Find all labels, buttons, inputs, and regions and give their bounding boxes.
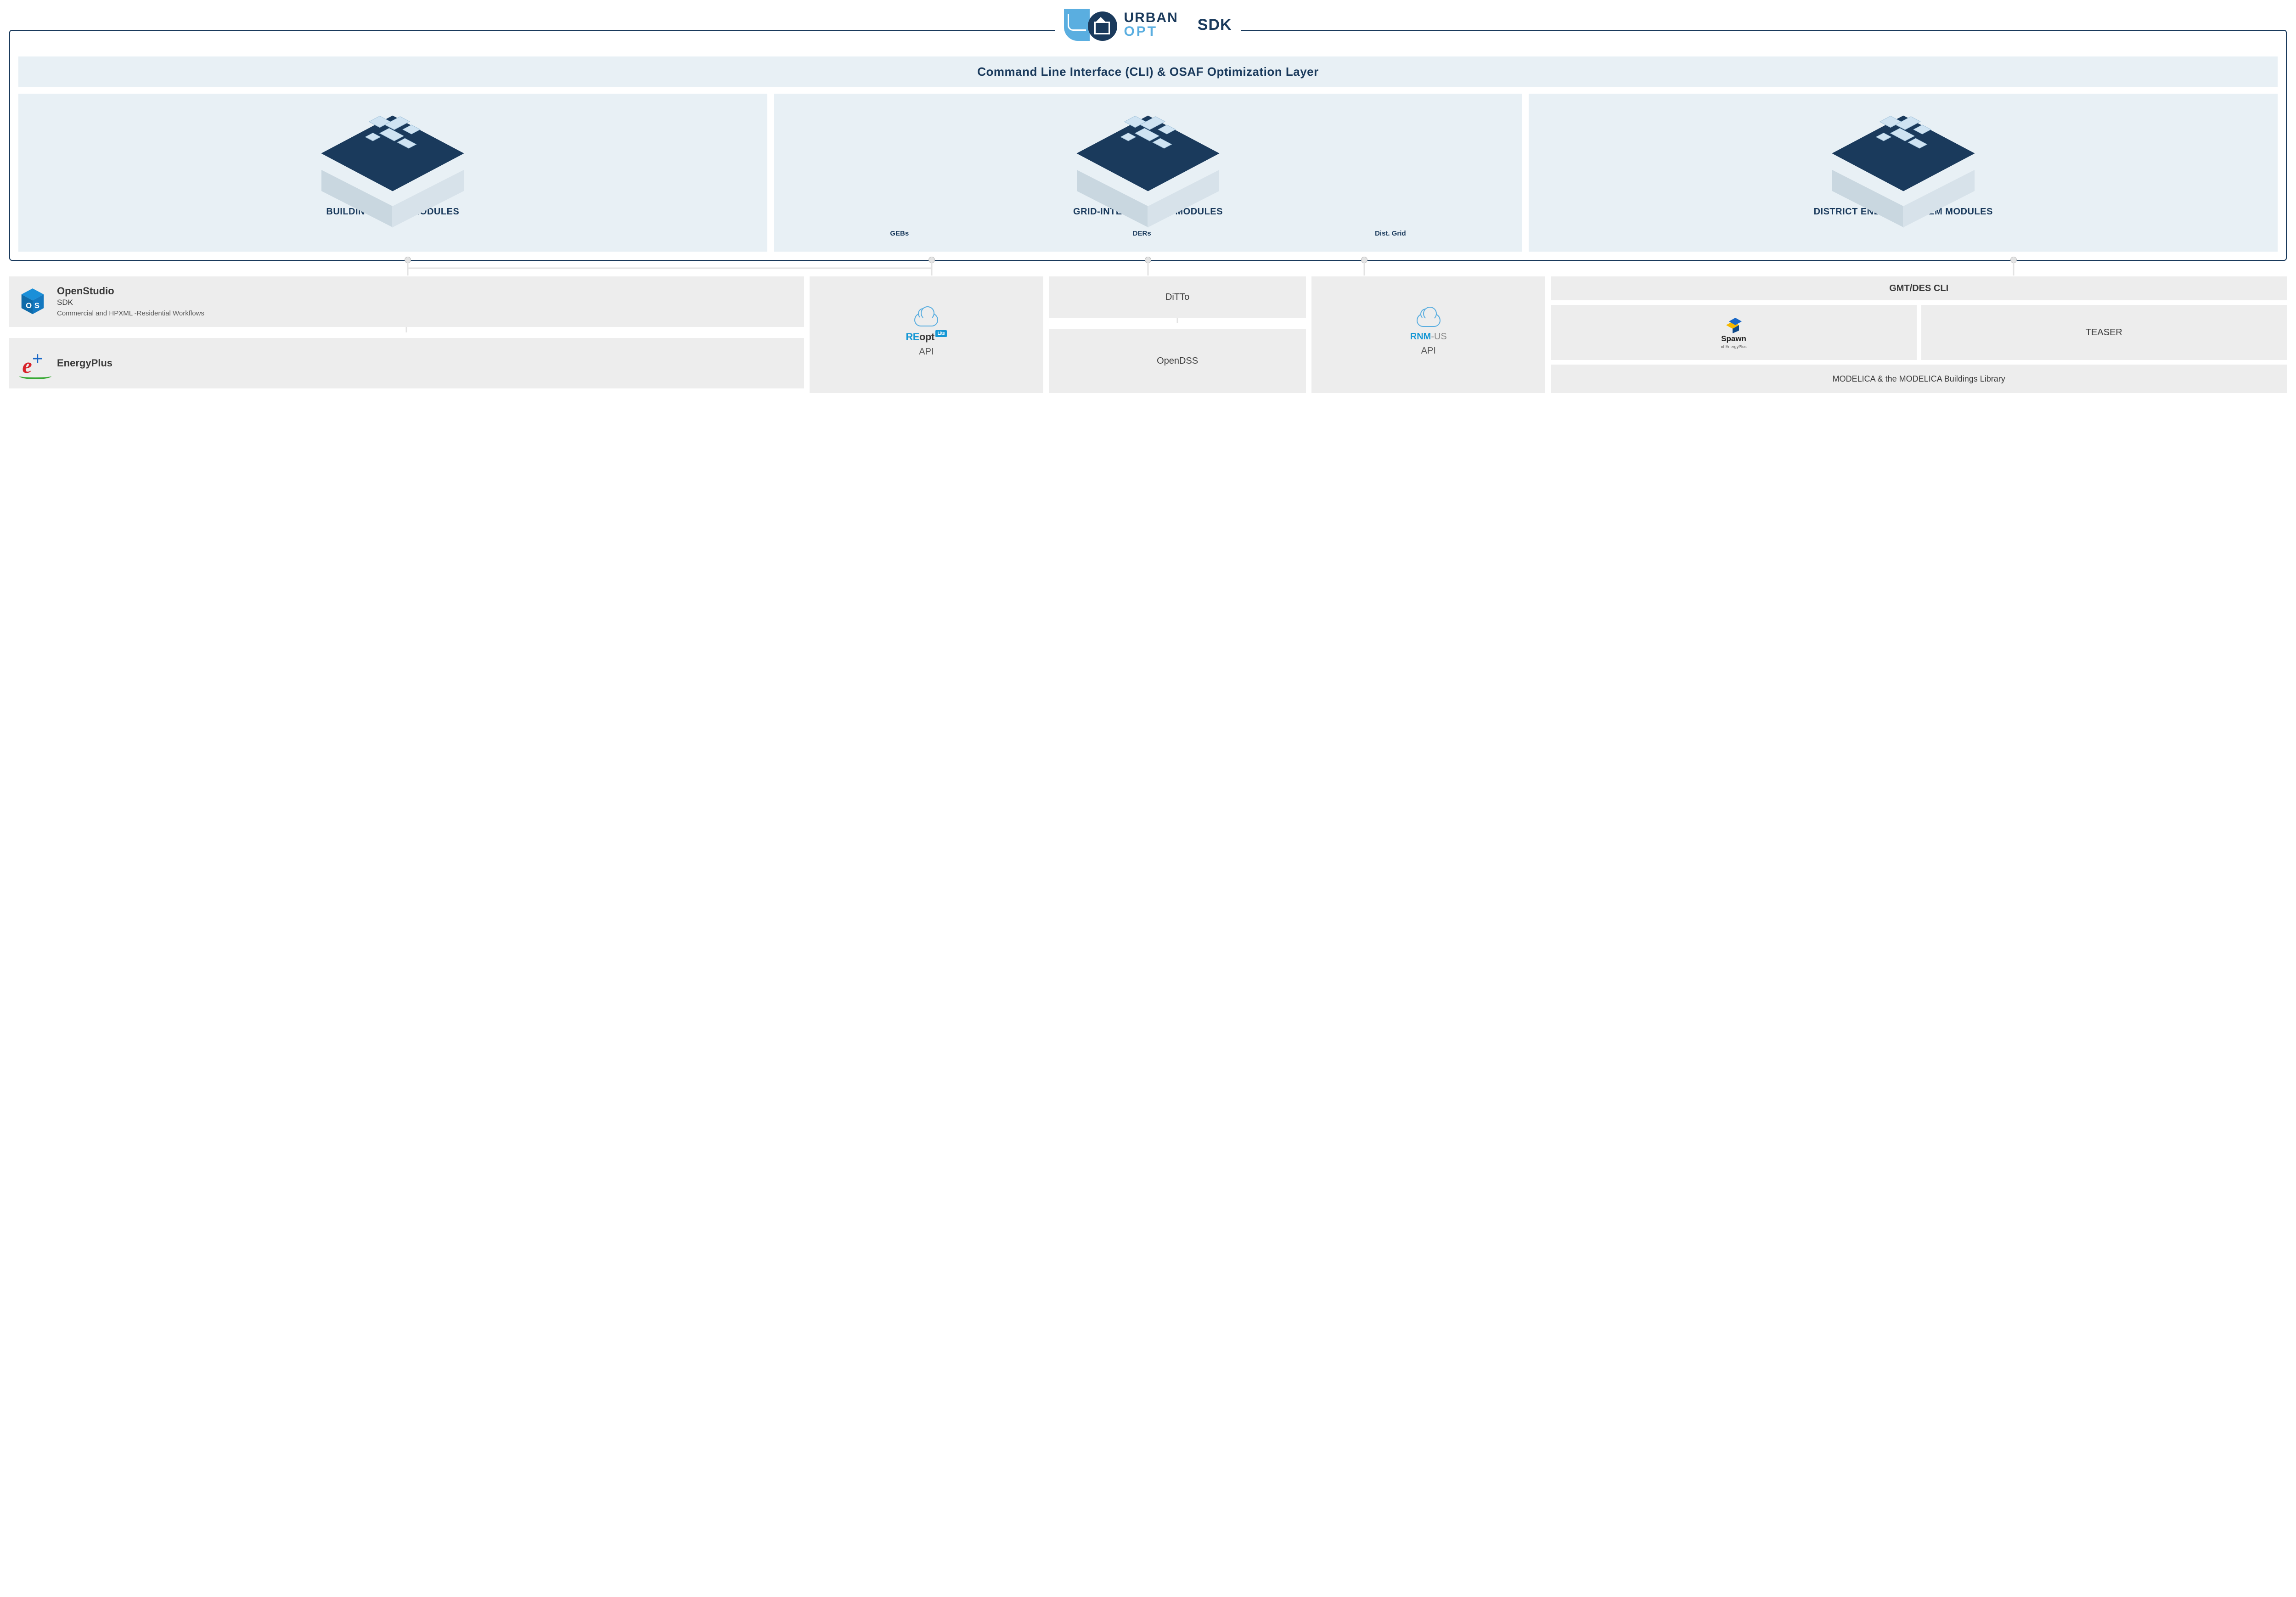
openstudio-cube-icon: O S bbox=[17, 287, 49, 316]
modelica-label: MODELICA & the MODELICA Buildings Librar… bbox=[1833, 374, 2005, 384]
reopt-logo: REoptLite bbox=[906, 331, 947, 343]
spawn-title: Spawn bbox=[1721, 334, 1746, 343]
sublabel-ders: DERs bbox=[1133, 230, 1151, 237]
box-rnm: RNM-US API bbox=[1311, 276, 1545, 393]
box-teaser: TEASER bbox=[1921, 305, 2287, 360]
cloud-icon bbox=[1417, 313, 1441, 327]
spawn-logo-icon: Spawn of EnergyPlus bbox=[1721, 316, 1747, 349]
logo-line2: OPT bbox=[1124, 25, 1178, 39]
rnm-logo: RNM-US bbox=[1410, 332, 1447, 342]
column-right: GMT/DES CLI Spawn of EnergyPlus bbox=[1551, 276, 2287, 393]
box-opendss: OpenDSS bbox=[1049, 329, 1306, 393]
cloud-icon bbox=[914, 313, 938, 326]
box-ditto: DiTTo bbox=[1049, 276, 1306, 318]
box-openstudio: O S OpenStudio SDK Commercial and HPXML … bbox=[9, 276, 804, 327]
box-gmt-des: GMT/DES CLI bbox=[1551, 276, 2287, 300]
module-grid-interactivity: GRID-INTERACTIVITY MODULES GEBs DERs Dis… bbox=[774, 94, 1523, 252]
sublabel-distgrid: Dist. Grid bbox=[1375, 230, 1406, 237]
cli-osaf-bar: Command Line Interface (CLI) & OSAF Opti… bbox=[18, 56, 2278, 87]
box-spawn: Spawn of EnergyPlus bbox=[1551, 305, 1916, 360]
urbanopt-logo-text: URBAN OPT bbox=[1124, 11, 1178, 39]
module-sublabels: GEBs DERs Dist. Grid bbox=[774, 230, 1523, 237]
energyplus-logo-icon: e+ bbox=[17, 352, 49, 375]
module-buildings-core: BUILDINGS CORE MODULES bbox=[18, 94, 767, 252]
reopt-api: API bbox=[919, 347, 934, 357]
iso-illustration bbox=[774, 94, 1523, 186]
logo-line1: URBAN bbox=[1124, 11, 1178, 25]
openstudio-title: OpenStudio bbox=[57, 285, 797, 297]
iso-illustration bbox=[1529, 94, 2278, 186]
header-strip: URBAN OPT SDK bbox=[10, 9, 2286, 41]
svg-text:S: S bbox=[34, 301, 39, 310]
box-reopt: REoptLite API bbox=[810, 276, 1043, 393]
ditto-label: DiTTo bbox=[1165, 292, 1189, 303]
energyplus-title: EnergyPlus bbox=[57, 357, 797, 369]
sdk-frame: URBAN OPT SDK Command Line Interface (CL… bbox=[9, 30, 2287, 261]
openstudio-desc: Commercial and HPXML -Residential Workfl… bbox=[57, 309, 797, 318]
column-middle: REoptLite API DiTTo OpenDSS RNM-US AP bbox=[810, 276, 1546, 393]
urbanopt-logo-icon bbox=[1064, 9, 1117, 41]
iso-illustration bbox=[18, 94, 767, 186]
sdk-label: SDK bbox=[1198, 16, 1232, 34]
spawn-sub: of EnergyPlus bbox=[1721, 344, 1747, 349]
box-modelica: MODELICA & the MODELICA Buildings Librar… bbox=[1551, 365, 2287, 393]
modules-row: BUILDINGS CORE MODULES bbox=[18, 94, 2278, 252]
box-energyplus: e+ EnergyPlus bbox=[9, 338, 804, 388]
connector-layer bbox=[9, 260, 2287, 274]
tool-boxes-area: O S OpenStudio SDK Commercial and HPXML … bbox=[9, 276, 2287, 393]
sublabel-gebs: GEBs bbox=[890, 230, 909, 237]
openstudio-sdk: SDK bbox=[57, 298, 797, 307]
gmt-label: GMT/DES CLI bbox=[1889, 283, 1948, 294]
opendss-label: OpenDSS bbox=[1157, 356, 1198, 366]
teaser-label: TEASER bbox=[2086, 327, 2122, 338]
svg-text:O: O bbox=[26, 301, 32, 310]
module-district-energy: DISTRICT ENERGY SYSTEM MODULES bbox=[1529, 94, 2278, 252]
rnm-api: API bbox=[1421, 346, 1436, 356]
logo-block: URBAN OPT SDK bbox=[1055, 9, 1241, 41]
column-left: O S OpenStudio SDK Commercial and HPXML … bbox=[9, 276, 804, 393]
